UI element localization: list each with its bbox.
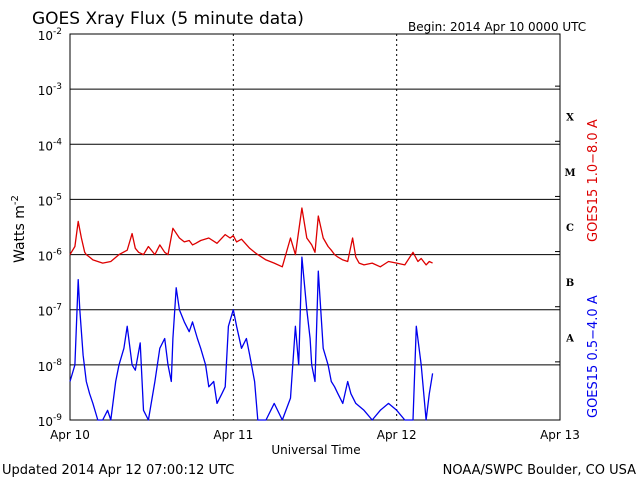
- flare-class-C: C: [566, 223, 574, 234]
- y-axis-label-superscript: -2: [10, 195, 21, 205]
- y-tick-base-0: 10: [38, 29, 53, 43]
- x-tick-label-2: Apr 12: [377, 428, 417, 442]
- y-tick-base-5: 10: [38, 305, 53, 319]
- x-tick-label-3: Apr 13: [540, 428, 580, 442]
- series-line-1: [69, 256, 434, 421]
- legend-series-long: GOES15 1.0−8.0 A: [586, 119, 601, 242]
- x-tick-labels: Apr 10 Apr 11 Apr 12 Apr 13: [50, 428, 580, 442]
- flare-class-B: B: [566, 278, 574, 289]
- y-tick-label-4: 10-6: [38, 248, 63, 264]
- y-tick-label-2: 10-4: [38, 137, 63, 153]
- flare-class-labels: X M C B A: [564, 113, 575, 345]
- flare-class-A: A: [565, 333, 574, 344]
- chart-title: GOES Xray Flux (5 minute data): [32, 9, 304, 29]
- series-layer: [69, 207, 434, 421]
- y-tick-base-2: 10: [38, 139, 53, 153]
- y-tick-base-1: 10: [38, 84, 53, 98]
- footer-source: NOAA/SWPC Boulder, CO USA: [443, 463, 636, 478]
- y-tick-exp-5: -7: [53, 303, 62, 313]
- y-tick-exp-7: -9: [53, 413, 62, 423]
- y-tick-exp-4: -6: [53, 248, 62, 258]
- y-tick-base-7: 10: [38, 415, 53, 429]
- y-tick-exp-2: -4: [53, 137, 62, 147]
- footer-updated: Updated 2014 Apr 12 07:00:12 UTC: [2, 463, 234, 478]
- x-axis-label: Universal Time: [271, 443, 360, 457]
- y-tick-label-7: 10-9: [38, 413, 63, 429]
- y-tick-base-6: 10: [38, 360, 53, 374]
- y-tick-label-5: 10-7: [38, 303, 62, 319]
- x-tick-label-1: Apr 11: [213, 428, 253, 442]
- y-tick-label-6: 10-8: [38, 358, 63, 374]
- begin-label: Begin: 2014 Apr 10 0000 UTC: [408, 20, 586, 34]
- y-tick-base-3: 10: [38, 194, 53, 208]
- y-tick-labels: 10-210-310-410-510-610-710-810-9: [38, 27, 63, 429]
- y-tick-label-0: 10-2: [38, 27, 62, 43]
- y-tick-label-1: 10-3: [38, 82, 62, 98]
- y-axis-label-main: Watts m: [12, 205, 28, 263]
- y-tick-exp-0: -2: [53, 27, 62, 37]
- y-tick-exp-3: -5: [53, 192, 62, 202]
- y-axis-label: Watts m-2: [10, 195, 28, 263]
- legend-series-short: GOES15 0.5−4.0 A: [586, 295, 601, 418]
- plot-frame: [69, 33, 561, 421]
- y-tick-label-3: 10-5: [38, 192, 62, 208]
- series-line-0: [69, 207, 433, 268]
- y-tick-base-4: 10: [38, 250, 53, 264]
- flare-class-X: X: [566, 113, 574, 124]
- x-tick-label-0: Apr 10: [50, 428, 90, 442]
- y-tick-exp-1: -3: [53, 82, 62, 92]
- flare-class-M: M: [564, 168, 575, 179]
- y-tick-exp-6: -8: [53, 358, 62, 368]
